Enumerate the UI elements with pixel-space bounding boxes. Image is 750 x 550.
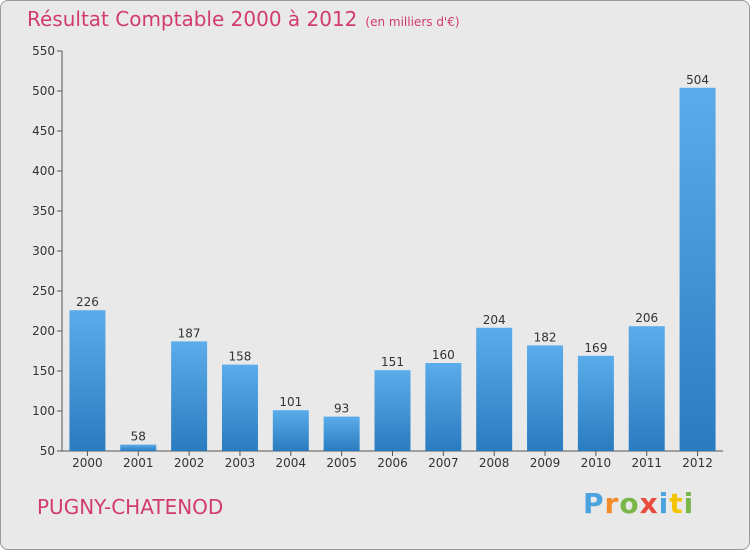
data-label: 206 bbox=[635, 311, 658, 325]
chart-title: Résultat Comptable 2000 à 2012 (en millie… bbox=[27, 7, 460, 31]
data-label: 204 bbox=[483, 313, 506, 327]
y-tick-label: 200 bbox=[32, 324, 55, 338]
y-tick-label: 400 bbox=[32, 164, 55, 178]
x-tick-label: 2003 bbox=[225, 456, 256, 470]
chart-title-text: Résultat Comptable 2000 à 2012 bbox=[27, 7, 358, 31]
data-label: 158 bbox=[229, 350, 252, 364]
data-label: 58 bbox=[131, 430, 146, 444]
data-label: 101 bbox=[279, 395, 302, 409]
y-tick-label: 300 bbox=[32, 244, 55, 258]
data-label: 93 bbox=[334, 402, 349, 416]
data-label: 160 bbox=[432, 348, 455, 362]
bar bbox=[120, 444, 157, 451]
y-tick-label: 100 bbox=[32, 404, 55, 418]
bar bbox=[476, 327, 513, 451]
bar bbox=[323, 416, 360, 451]
logo-letter: t bbox=[669, 487, 684, 520]
bar bbox=[171, 341, 208, 451]
x-tick-label: 2009 bbox=[530, 456, 561, 470]
y-tick-label: 150 bbox=[32, 364, 55, 378]
y-tick-label: 50 bbox=[40, 444, 55, 458]
bars: 226 58 187 158 101 93 151 160 204 182 169 206 504 bbox=[69, 73, 716, 452]
logo-letter: o bbox=[619, 487, 640, 520]
bar bbox=[69, 310, 106, 451]
logo-letter: P bbox=[583, 487, 605, 520]
x-tick-label: 2000 bbox=[72, 456, 103, 470]
data-label: 169 bbox=[584, 341, 607, 355]
y-tick-label: 350 bbox=[32, 204, 55, 218]
bar bbox=[679, 87, 716, 452]
bar bbox=[425, 363, 462, 451]
data-label: 187 bbox=[178, 326, 201, 340]
logo-letter: r bbox=[604, 487, 620, 520]
x-tick-label: 2005 bbox=[326, 456, 357, 470]
x-tick-label: 2008 bbox=[479, 456, 510, 470]
x-tick-label: 2006 bbox=[377, 456, 408, 470]
bar bbox=[272, 410, 309, 451]
bar bbox=[577, 355, 614, 451]
bar bbox=[374, 370, 411, 451]
bar bbox=[221, 364, 258, 451]
bar bbox=[628, 326, 665, 451]
y-tick-label: 250 bbox=[32, 284, 55, 298]
x-tick-label: 2010 bbox=[581, 456, 612, 470]
x-tick-label: 2007 bbox=[428, 456, 459, 470]
proxiti-logo: Proxiti bbox=[583, 487, 694, 520]
x-tick-label: 2012 bbox=[682, 456, 713, 470]
logo-letter: x bbox=[639, 487, 659, 520]
data-label: 504 bbox=[686, 73, 709, 87]
x-tick-label: 2002 bbox=[174, 456, 205, 470]
y-tick-label: 500 bbox=[32, 84, 55, 98]
town-name: PUGNY-CHATENOD bbox=[37, 495, 224, 519]
x-tick-label: 2004 bbox=[276, 456, 307, 470]
data-label: 151 bbox=[381, 355, 404, 369]
x-tick-label: 2001 bbox=[123, 456, 154, 470]
y-tick-label: 550 bbox=[32, 44, 55, 58]
bar bbox=[527, 345, 564, 451]
data-label: 226 bbox=[76, 295, 99, 309]
data-label: 182 bbox=[534, 330, 557, 344]
y-tick-label: 450 bbox=[32, 124, 55, 138]
logo-letter: i bbox=[683, 487, 695, 520]
x-tick-label: 2011 bbox=[631, 456, 662, 470]
chart-unit: (en milliers d'€) bbox=[365, 15, 460, 29]
axes: 50 100 150 200 250 300 350 400 450 500 550 2000 2001… bbox=[32, 44, 723, 470]
logo-letter: i bbox=[658, 487, 670, 520]
